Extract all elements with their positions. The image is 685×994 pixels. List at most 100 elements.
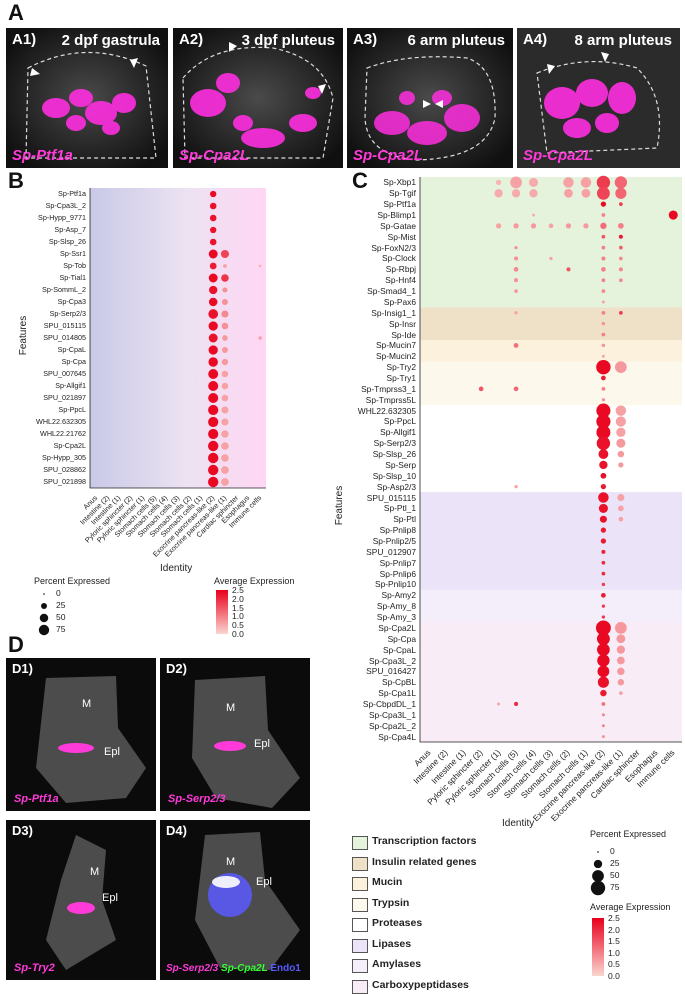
- chart-c-dot: [601, 592, 606, 598]
- micrograph-d3-image: [6, 820, 156, 980]
- chart-c-dot: [619, 278, 623, 283]
- chart-c-dot: [599, 515, 607, 523]
- chart-c-ytick: Sp-Amy2: [381, 590, 416, 601]
- chart-c-ytick: Sp-Pnlip10: [375, 579, 416, 590]
- chart-b-dot: [223, 264, 227, 268]
- legend-b-size-title: Percent Expressed: [34, 576, 111, 586]
- chart-c-dot: [514, 485, 518, 489]
- chart-b-ytick: WHL22.21762: [40, 429, 86, 438]
- panel-label-a: A: [8, 0, 24, 25]
- category-swatch-trypsin: [352, 897, 368, 912]
- chart-c-ytick: Sp-Asp2/3: [376, 481, 416, 492]
- micrograph-a1-image: [6, 28, 168, 168]
- chart-c-ytick: Sp-Ptf1a: [383, 199, 416, 210]
- micrograph-d1: D1) M Epl Sp-Ptf1a: [6, 658, 156, 811]
- category-swatch-transcription-factors: [352, 836, 368, 850]
- chart-c-ytick: Sp-Smad4_1: [367, 286, 416, 297]
- chart-c-ytick: Sp-Allgif1: [380, 427, 416, 438]
- chart-c-dot: [617, 679, 625, 686]
- chart-c-ytick: Sp-Tgif: [389, 188, 416, 199]
- gene-label: Sp-Try2: [14, 962, 55, 974]
- panel-label-c: C: [352, 168, 368, 193]
- chart-c-ytick: Sp-Tmprss3_1: [361, 383, 416, 394]
- chart-c-dot: [530, 223, 537, 229]
- chart-c-ytick: Sp-Try2: [386, 362, 416, 373]
- chart-c-dot: [597, 654, 610, 667]
- chart-c-ytick: Sp-Cpa: [387, 633, 416, 644]
- chart-b-dot: [208, 273, 218, 283]
- gene-label: Sp-Ptf1a: [14, 793, 59, 805]
- chart-b-dot: [209, 285, 218, 295]
- chart-c-ytick: Sp-Tmprss5L: [365, 394, 416, 405]
- legend-color-tick: 1.5: [232, 602, 244, 613]
- chart-c-dot: [616, 656, 625, 665]
- chart-c-xlabel: Identity: [502, 818, 535, 829]
- chart-c-ytick: Sp-Amy_8: [376, 601, 416, 612]
- chart-c-band: [420, 622, 682, 742]
- micrograph-d3: D3) M Epl Sp-Try2: [6, 820, 156, 980]
- legend-size-label: 25: [56, 600, 66, 610]
- chart-c-ytick: Sp-Pnlip2/5: [372, 535, 416, 546]
- chart-c-ytick: Sp-Pax6: [383, 296, 416, 307]
- stage-title: 3 dpf pluteus: [241, 32, 335, 49]
- chart-c-ytick: Sp-Pnlip8: [379, 525, 416, 536]
- chart-b-dot: [221, 346, 228, 354]
- subpanel-label: A2): [179, 31, 204, 48]
- micrograph-a4-image: [517, 28, 680, 168]
- chart-b-dot: [221, 442, 229, 450]
- chart-c-ytick: Sp-FoxN2/3: [371, 242, 416, 253]
- chart-c-ytick: Sp-Blimp1: [377, 210, 416, 221]
- subpanel-label: D1): [12, 661, 33, 676]
- arrowhead-icon: [423, 100, 431, 108]
- chart-c-dot: [619, 256, 623, 261]
- chart-b-dot: [221, 370, 229, 378]
- gene-label-group: Sp-Serp2/3 Sp-Cpa2L Endo1: [166, 963, 301, 974]
- chart-b-dot: [220, 249, 229, 259]
- chart-c-ytick: Sp-Mucin7: [375, 340, 416, 351]
- chart-c-dot: [615, 187, 627, 199]
- chart-c-dot: [596, 403, 611, 418]
- chart-b-ytick: Sp-Allgif1: [55, 381, 86, 390]
- chart-c-dot: [617, 494, 625, 502]
- chart-b-dot: [208, 333, 218, 343]
- chart-c-dot: [601, 234, 606, 239]
- chart-b-xlabel: Identity: [160, 563, 193, 574]
- chart-c-dot: [598, 492, 609, 503]
- chart-c-dot: [601, 213, 606, 217]
- chart-c-dot: [600, 222, 607, 230]
- chart-c-dot: [528, 177, 539, 187]
- legend-size-label: 50: [610, 870, 620, 880]
- chart-b-ytick: Sp-Cpa: [61, 357, 86, 366]
- chart-c-dot: [600, 689, 607, 697]
- gene-label: Sp-Ptf1a: [12, 147, 73, 164]
- chart-b-dot: [221, 478, 229, 486]
- chart-c-band: [420, 405, 682, 493]
- chart-b-ytick: Sp-Hypp_305: [42, 453, 86, 462]
- chart-c-dot: [548, 223, 554, 229]
- stage-title: 2 dpf gastrula: [61, 32, 160, 49]
- chart-b-dot: [221, 382, 229, 390]
- chart-b-dot: [208, 452, 219, 464]
- chart-b-dot: [208, 404, 219, 416]
- chart-b-ytick: Sp-Ptf1a: [58, 189, 86, 198]
- chart-c-dot: [601, 604, 606, 608]
- chart-c-dot: [601, 310, 606, 315]
- category-label-lipases: Lipases: [372, 937, 412, 950]
- chart-c-ytick: Sp-Cpa1L: [378, 688, 416, 699]
- chart-b-dot: [210, 190, 217, 198]
- chart-b-dot: [208, 380, 219, 392]
- gene-label-serp: Sp-Serp2/3: [166, 963, 219, 974]
- chart-c-dot: [596, 436, 611, 450]
- chart-b-dot: [208, 249, 218, 259]
- category-swatch-amylases: [352, 959, 368, 973]
- legend-size-label: 0: [56, 588, 61, 598]
- arrowhead-icon: [435, 100, 443, 108]
- chart-b-dot: [208, 440, 219, 452]
- chart-c-ytick: Sp-CpaL: [382, 644, 416, 655]
- chart-c-dot: [614, 361, 627, 374]
- legend-color-tick: 0.5: [232, 620, 244, 631]
- chart-c-dot: [601, 300, 605, 304]
- chart-c-ytick: Sp-Cpa3L_1: [368, 709, 416, 720]
- category-label-transcription-factors: Transcription factors: [372, 835, 477, 847]
